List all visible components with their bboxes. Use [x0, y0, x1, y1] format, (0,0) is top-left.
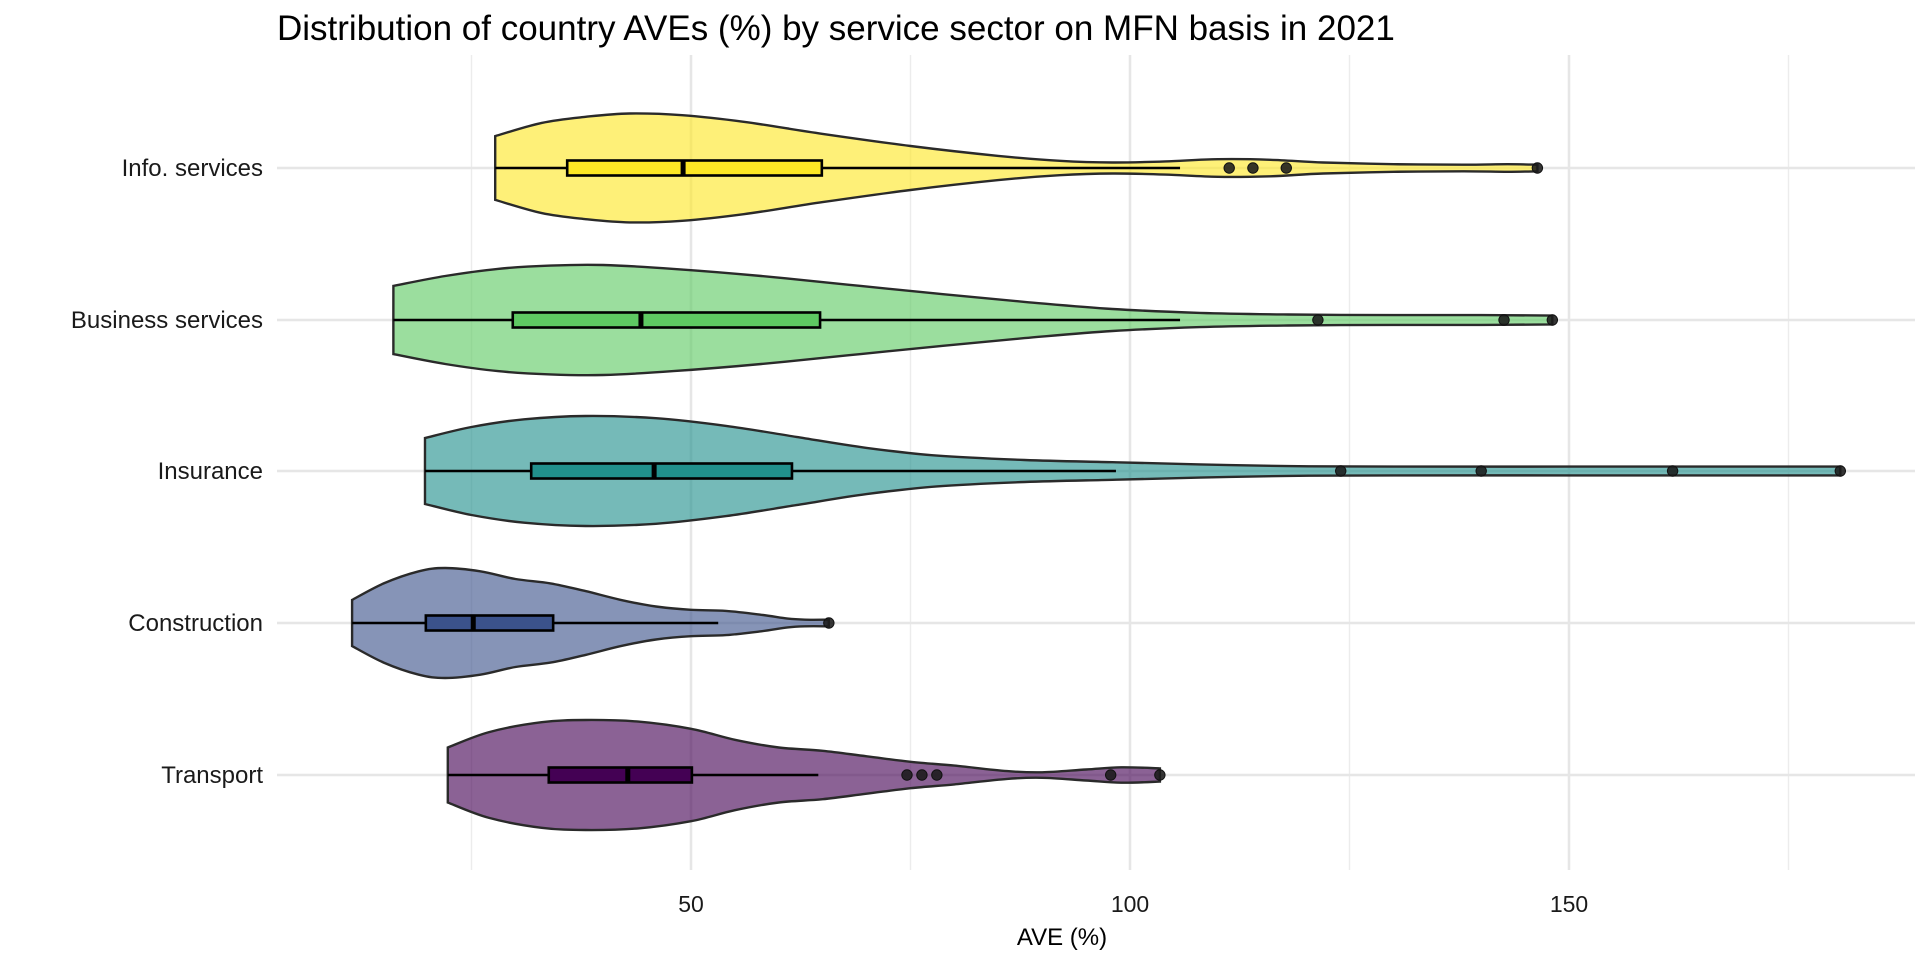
outlier-point — [1834, 465, 1847, 477]
iqr-box — [511, 311, 822, 329]
violin-group-business-services — [392, 263, 1559, 377]
y-tick-label: Business services — [71, 307, 263, 334]
outlier-point — [1546, 314, 1559, 326]
violin-group-construction — [350, 566, 835, 680]
outlier-point — [1531, 162, 1544, 174]
x-axis-label: AVE (%) — [1017, 924, 1107, 951]
outlier-point — [1223, 162, 1235, 174]
outlier-point — [901, 769, 913, 781]
outlier-point — [1312, 314, 1324, 326]
outlier-point — [1475, 465, 1487, 477]
y-tick-label: Transport — [161, 762, 263, 789]
x-tick-label: 100 — [1111, 891, 1149, 917]
chart-title: Distribution of country AVEs (%) by serv… — [277, 9, 1395, 48]
outlier-point — [1498, 314, 1510, 326]
violin-group-transport — [446, 718, 1166, 832]
x-tick-label: 150 — [1550, 891, 1588, 917]
iqr-box — [547, 766, 694, 784]
y-tick-label: Construction — [128, 610, 263, 637]
outlier-point — [1154, 769, 1166, 781]
outlier-point — [1666, 465, 1679, 477]
y-axis-tick-labels: Info. services Business services Insurance… — [71, 155, 263, 789]
y-tick-label: Insurance — [158, 458, 263, 485]
outlier-point — [916, 769, 928, 781]
x-axis-tick-labels: 50 100 150 — [678, 891, 1588, 917]
outlier-point — [1104, 769, 1117, 781]
outlier-point — [823, 617, 835, 629]
outlier-point — [1335, 465, 1347, 477]
iqr-box — [565, 159, 824, 177]
x-tick-label: 50 — [678, 891, 704, 917]
outlier-point — [1247, 162, 1259, 174]
violin-group-insurance — [423, 414, 1847, 528]
outlier-point — [931, 769, 943, 781]
iqr-box — [424, 614, 555, 632]
violin-group-info-services — [493, 112, 1544, 224]
violins — [350, 112, 1847, 832]
iqr-box — [529, 462, 794, 480]
y-tick-label: Info. services — [122, 155, 263, 182]
outlier-point — [1280, 162, 1292, 174]
